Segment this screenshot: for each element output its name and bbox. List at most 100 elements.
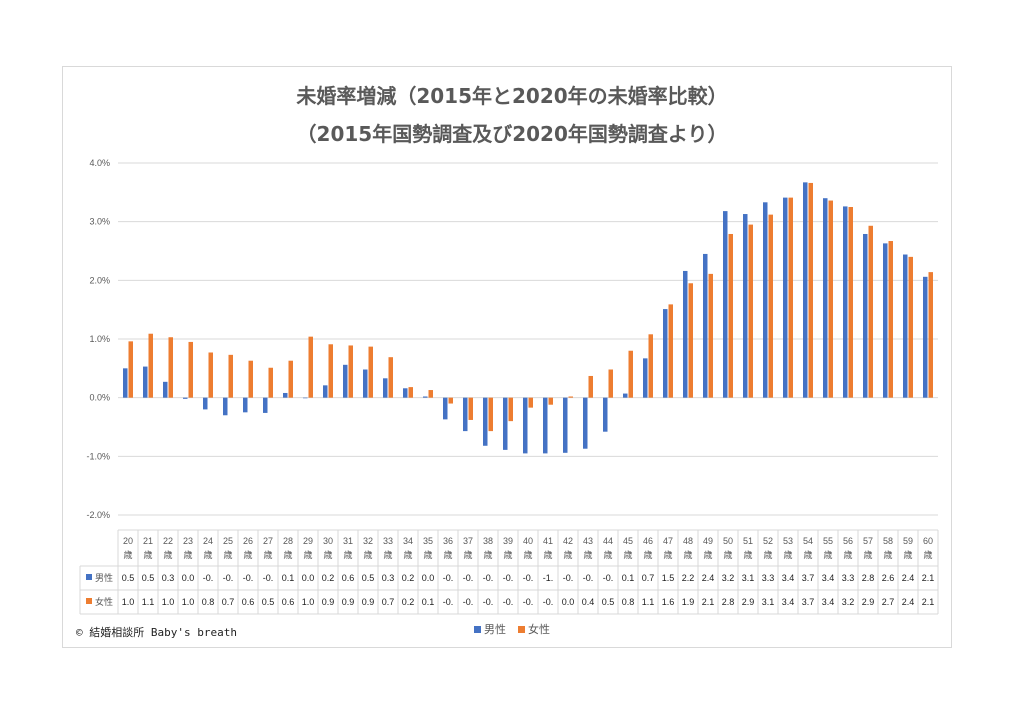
table-value: 1.0 xyxy=(302,597,315,607)
table-swatch-female xyxy=(86,598,92,604)
x-tick-label: 38 xyxy=(483,536,493,546)
x-tick-unit: 歳 xyxy=(463,549,472,561)
x-tick-label: 56 xyxy=(843,536,853,546)
bar-male xyxy=(183,397,188,399)
table-value: 0.9 xyxy=(342,597,355,607)
x-tick-label: 58 xyxy=(883,536,893,546)
table-value: 0.7 xyxy=(222,597,235,607)
table-row-label: 男性 xyxy=(95,572,113,584)
bar-female xyxy=(268,367,273,398)
x-tick-unit: 歳 xyxy=(423,549,432,561)
x-tick-unit: 歳 xyxy=(523,549,532,561)
table-value: 3.3 xyxy=(842,573,855,583)
table-value: 0.6 xyxy=(282,597,295,607)
table-value: 0.6 xyxy=(242,597,255,607)
bar-male xyxy=(863,233,868,398)
bar-male xyxy=(443,397,448,420)
table-value: -0. xyxy=(523,597,534,607)
x-tick-unit: 歳 xyxy=(483,549,492,561)
table-value: -0. xyxy=(503,573,514,583)
table-value: 2.6 xyxy=(882,573,895,583)
bar-male xyxy=(823,198,828,398)
table-value: 0.7 xyxy=(642,573,655,583)
x-tick-unit: 歳 xyxy=(303,549,312,561)
bar-female xyxy=(548,397,553,405)
table-value: 3.4 xyxy=(822,573,835,583)
x-tick-unit: 歳 xyxy=(343,549,352,561)
table-value: 3.4 xyxy=(822,597,835,607)
bar-male xyxy=(763,202,768,398)
x-tick-label: 45 xyxy=(623,536,633,546)
table-value: 1.1 xyxy=(142,597,155,607)
bar-female xyxy=(428,390,433,398)
x-tick-label: 27 xyxy=(263,536,273,546)
y-tick-label: 1.0% xyxy=(89,334,110,344)
x-tick-label: 42 xyxy=(563,536,573,546)
table-value: 0.0 xyxy=(182,573,195,583)
bar-female xyxy=(528,397,533,408)
x-tick-unit: 歳 xyxy=(143,549,152,561)
table-value: 3.1 xyxy=(742,573,755,583)
table-value: 2.4 xyxy=(702,573,715,583)
bar-female xyxy=(648,334,653,398)
x-tick-label: 23 xyxy=(183,536,193,546)
bar-male xyxy=(323,385,328,398)
table-value: -0. xyxy=(443,573,454,583)
bar-male xyxy=(403,388,408,398)
bar-male xyxy=(143,366,148,398)
table-value: 0.1 xyxy=(422,597,435,607)
x-tick-unit: 歳 xyxy=(743,549,752,561)
x-tick-unit: 歳 xyxy=(663,549,672,561)
bar-female xyxy=(148,333,153,398)
bar-male xyxy=(683,270,688,398)
table-value: -0. xyxy=(523,573,534,583)
table-value: 2.1 xyxy=(702,597,715,607)
table-value: -1. xyxy=(543,573,554,583)
table-value: 0.2 xyxy=(322,573,335,583)
bar-female xyxy=(168,337,173,398)
table-value: -0. xyxy=(483,573,494,583)
bar-female xyxy=(288,360,293,398)
table-value: 3.3 xyxy=(762,573,775,583)
table-value: 0.5 xyxy=(602,597,615,607)
x-tick-unit: 歳 xyxy=(363,549,372,561)
bar-male xyxy=(303,397,308,399)
table-value: -0. xyxy=(603,573,614,583)
x-tick-label: 52 xyxy=(763,536,773,546)
x-tick-unit: 歳 xyxy=(243,549,252,561)
table-swatch-male xyxy=(86,574,92,580)
x-tick-label: 35 xyxy=(423,536,433,546)
table-value: 3.1 xyxy=(762,597,775,607)
table-value: -0. xyxy=(563,573,574,583)
table-value: 0.4 xyxy=(582,597,595,607)
table-value: 3.4 xyxy=(782,573,795,583)
legend-item-female: 女性 xyxy=(518,621,550,637)
x-tick-unit: 歳 xyxy=(683,549,692,561)
table-value: 3.2 xyxy=(722,573,735,583)
bar-male xyxy=(503,397,508,450)
y-tick-label: 4.0% xyxy=(89,158,110,168)
table-value: 0.5 xyxy=(362,573,375,583)
bar-female xyxy=(928,272,933,398)
x-tick-label: 53 xyxy=(783,536,793,546)
x-tick-unit: 歳 xyxy=(803,549,812,561)
table-value: 2.1 xyxy=(922,597,935,607)
x-tick-unit: 歳 xyxy=(323,549,332,561)
x-tick-label: 30 xyxy=(323,536,333,546)
x-tick-label: 36 xyxy=(443,536,453,546)
x-tick-label: 60 xyxy=(923,536,933,546)
bar-male xyxy=(583,397,588,449)
x-tick-unit: 歳 xyxy=(443,549,452,561)
chart-title-line2: （2015年国勢調査及び2020年国勢調査より） xyxy=(296,122,728,146)
table-value: -0. xyxy=(243,573,254,583)
x-tick-unit: 歳 xyxy=(643,549,652,561)
x-tick-label: 20 xyxy=(123,536,133,546)
bar-male xyxy=(243,397,248,413)
bar-female xyxy=(748,224,753,398)
table-value: 2.4 xyxy=(902,597,915,607)
bar-female xyxy=(588,375,593,398)
x-tick-label: 39 xyxy=(503,536,513,546)
x-tick-unit: 歳 xyxy=(623,549,632,561)
bar-male xyxy=(563,397,568,453)
x-tick-label: 22 xyxy=(163,536,173,546)
